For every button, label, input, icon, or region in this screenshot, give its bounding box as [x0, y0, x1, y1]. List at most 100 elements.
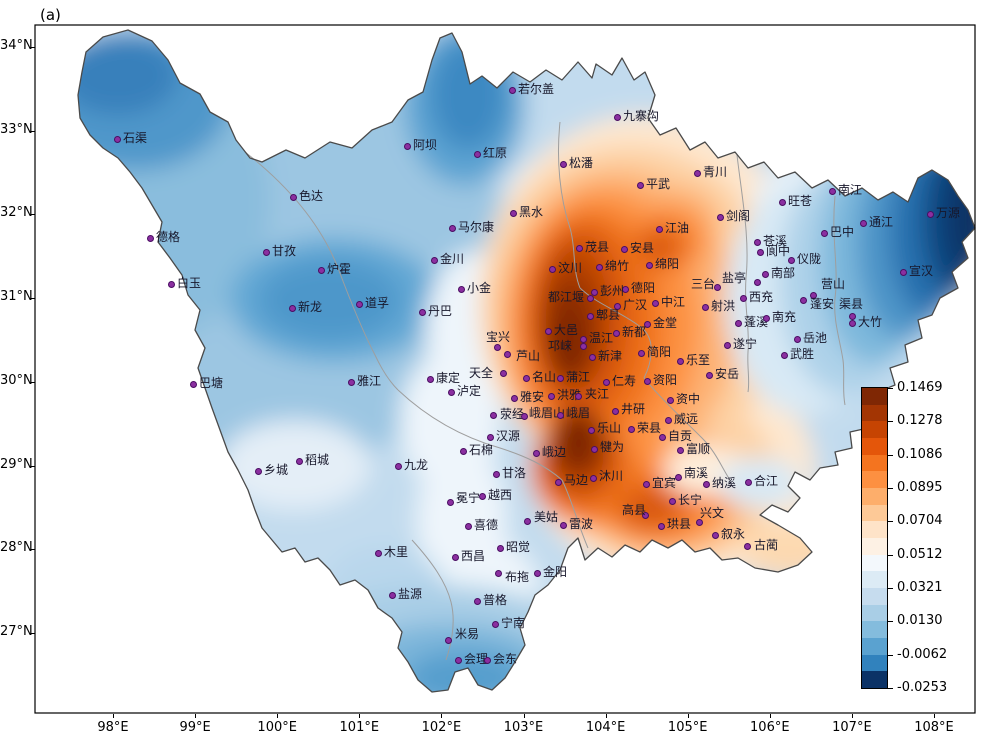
- y-tick-label: 33°N: [0, 121, 33, 137]
- city-marker: [474, 151, 481, 158]
- city-label: 会东: [493, 652, 518, 666]
- city-marker: [677, 447, 684, 454]
- city-marker: [622, 286, 629, 293]
- city-marker: [509, 87, 516, 94]
- colorbar-segment: [862, 604, 887, 622]
- city-marker: [675, 474, 682, 481]
- colorbar-tick-label: 0.0321: [897, 580, 943, 595]
- city-marker: [523, 375, 530, 382]
- city-marker: [452, 554, 459, 561]
- city-label: 德阳: [631, 281, 656, 295]
- colorbar-tick-mark: [888, 421, 893, 423]
- city-marker: [447, 499, 454, 506]
- city-marker: [724, 342, 731, 349]
- city-label: 沐川: [599, 469, 624, 483]
- city-label: 会理: [464, 652, 489, 666]
- city-marker: [356, 301, 363, 308]
- colorbar-segment: [862, 504, 887, 522]
- city-label: 蓬安: [810, 297, 835, 311]
- colorbar-segment: [862, 421, 887, 439]
- city-marker: [589, 354, 596, 361]
- city-marker: [495, 570, 502, 577]
- city-marker: [860, 220, 867, 227]
- city-label: 平武: [646, 177, 671, 191]
- city-marker: [779, 199, 786, 206]
- city-marker: [493, 471, 500, 478]
- city-label: 兴文: [700, 506, 725, 520]
- city-label: 绵竹: [605, 259, 630, 273]
- city-label: 中江: [661, 295, 686, 309]
- city-marker: [603, 379, 610, 386]
- city-marker: [548, 393, 555, 400]
- city-label: 旺苍: [788, 194, 813, 208]
- city-marker: [754, 279, 761, 286]
- city-marker: [114, 136, 121, 143]
- x-tick-label: 99°E: [179, 720, 211, 735]
- y-tick-label: 29°N: [0, 456, 33, 472]
- city-marker: [575, 393, 582, 400]
- colorbar-tick-label: 0.0895: [897, 480, 943, 495]
- city-marker: [263, 249, 270, 256]
- city-label: 大邑: [554, 323, 579, 337]
- city-marker: [810, 292, 817, 299]
- x-tick-mark: [769, 714, 771, 718]
- city-marker: [614, 114, 621, 121]
- x-tick-mark: [687, 714, 689, 718]
- city-marker: [588, 427, 595, 434]
- x-tick-mark: [277, 714, 279, 718]
- city-marker: [849, 313, 856, 320]
- y-tick-mark: [31, 381, 35, 383]
- x-tick-label: 102°E: [421, 720, 462, 735]
- city-marker: [821, 230, 828, 237]
- colorbar-tick-mark: [888, 554, 893, 556]
- x-tick-label: 101°E: [339, 720, 380, 735]
- city-label: 珙县: [667, 517, 692, 531]
- city-label: 色达: [299, 189, 324, 203]
- city-marker: [533, 450, 540, 457]
- city-label: 富顺: [686, 442, 711, 456]
- city-marker: [665, 417, 672, 424]
- colorbar: [861, 387, 888, 689]
- city-marker: [296, 458, 303, 465]
- city-marker: [744, 543, 751, 550]
- city-label: 彭州: [600, 284, 625, 298]
- city-marker: [613, 330, 620, 337]
- y-tick-label: 34°N: [0, 38, 33, 53]
- city-label: 金堂: [653, 316, 678, 330]
- x-tick-label: 103°E: [503, 720, 544, 735]
- city-label: 小金: [467, 281, 492, 295]
- city-marker: [545, 328, 552, 335]
- city-marker: [549, 266, 556, 273]
- city-label: 峨眉: [566, 406, 591, 420]
- city-label: 新津: [598, 349, 623, 363]
- colorbar-segment: [862, 438, 887, 455]
- city-label: 美姑: [534, 510, 559, 524]
- city-marker: [474, 598, 481, 605]
- city-marker: [587, 313, 594, 320]
- city-marker: [431, 257, 438, 264]
- y-tick-mark: [31, 633, 35, 635]
- colorbar-tick-mark: [888, 621, 893, 623]
- city-label: 合江: [754, 474, 779, 488]
- city-marker: [669, 498, 676, 505]
- city-marker: [494, 344, 501, 351]
- y-tick-label: 30°N: [0, 372, 33, 388]
- city-label: 广汉: [623, 298, 648, 312]
- city-label: 大竹: [858, 315, 883, 329]
- city-label: 甘孜: [272, 244, 297, 258]
- city-marker: [712, 532, 719, 539]
- city-marker: [849, 320, 856, 327]
- x-tick-mark: [441, 714, 443, 718]
- city-marker: [255, 468, 262, 475]
- city-label: 马边: [564, 473, 589, 487]
- city-label: 峨眉山: [529, 406, 566, 420]
- city-label: 邛崃: [548, 339, 573, 353]
- city-marker: [497, 545, 504, 552]
- city-label: 南溪: [684, 466, 709, 480]
- city-label: 江油: [665, 221, 690, 235]
- city-marker: [740, 295, 747, 302]
- colorbar-tick-label: 0.1086: [897, 446, 943, 462]
- panel-label: (a): [40, 6, 61, 24]
